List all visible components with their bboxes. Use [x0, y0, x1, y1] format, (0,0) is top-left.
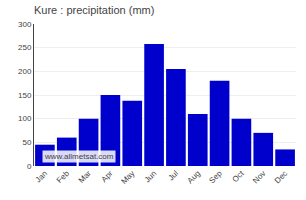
svg-text:Jan: Jan [34, 169, 49, 184]
svg-text:Jul: Jul [167, 169, 181, 183]
svg-text:Oct: Oct [230, 168, 246, 184]
svg-text:Nov: Nov [251, 169, 267, 185]
svg-text:Apr: Apr [99, 169, 114, 184]
svg-text:300: 300 [18, 20, 32, 29]
svg-text:Sep: Sep [207, 168, 224, 185]
svg-text:200: 200 [18, 67, 32, 76]
svg-text:Kure : precipitation (mm): Kure : precipitation (mm) [34, 4, 154, 16]
svg-text:Dec: Dec [273, 169, 289, 185]
svg-text:Mar: Mar [77, 169, 93, 185]
svg-text:100: 100 [18, 114, 32, 123]
svg-text:Feb: Feb [55, 168, 72, 185]
svg-text:www.allmetsat.com: www.allmetsat.com [44, 152, 114, 161]
svg-text:0: 0 [27, 162, 32, 171]
svg-text:May: May [119, 169, 136, 186]
svg-text:Jun: Jun [143, 169, 158, 184]
svg-text:150: 150 [18, 91, 32, 100]
svg-text:Aug: Aug [186, 169, 202, 185]
svg-text:250: 250 [18, 43, 32, 52]
svg-text:50: 50 [22, 138, 31, 147]
